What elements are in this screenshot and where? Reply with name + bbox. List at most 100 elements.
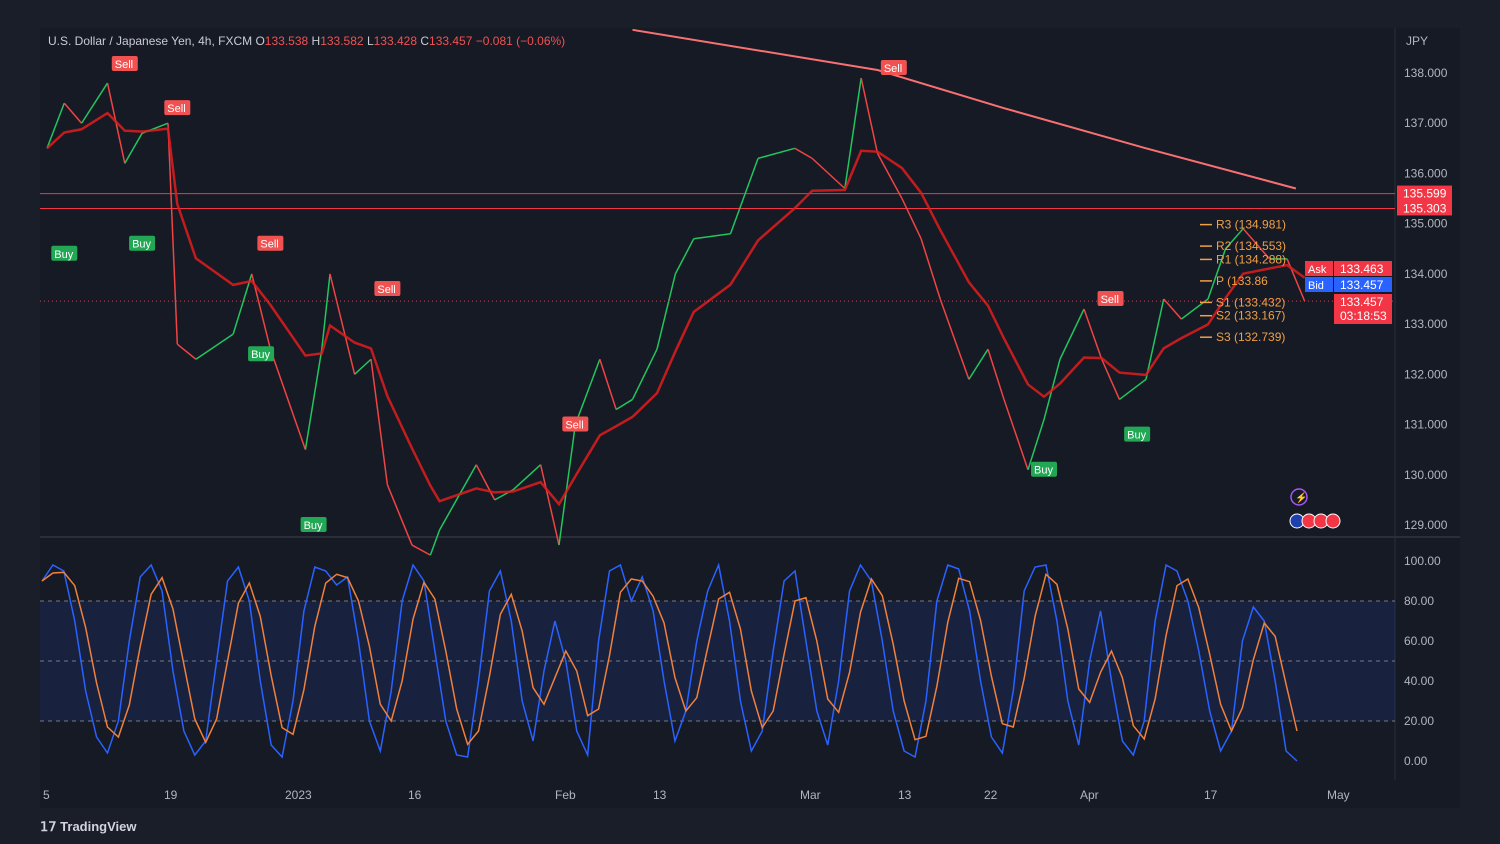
- price-tick-label: 131.000: [1404, 418, 1448, 432]
- price-segment: [844, 77, 862, 189]
- pivot-label: P (133.86: [1216, 274, 1268, 288]
- price-segment: [304, 349, 323, 450]
- bid-tag: [1305, 277, 1333, 292]
- open-value: 133.538: [264, 34, 309, 48]
- price-segment: [574, 358, 601, 425]
- date-tick-label: 16: [408, 788, 422, 802]
- pivot-label: R3 (134.981): [1216, 218, 1286, 232]
- sell-signal-label: Sell: [260, 239, 278, 251]
- price-segment: [176, 343, 197, 360]
- low-label: L: [366, 34, 374, 48]
- price-segment: [1207, 248, 1227, 300]
- buy-signal-label: Buy: [304, 520, 323, 532]
- price-segment: [860, 77, 879, 154]
- stoch-tick-label: 100.00: [1404, 554, 1441, 568]
- price-segment: [411, 544, 431, 556]
- high-value: 133.582: [320, 34, 364, 48]
- price-segment: [558, 424, 577, 546]
- high-label: H: [311, 34, 321, 48]
- price-segment: [729, 158, 759, 234]
- pivot-label: S2 (133.167): [1216, 309, 1285, 323]
- bid-price: 133.457: [1340, 278, 1384, 292]
- sell-signal-label: Sell: [1101, 294, 1119, 306]
- date-tick-label: 5: [43, 788, 50, 802]
- price-tick-label: 138.000: [1404, 66, 1448, 80]
- buy-signal-label: Buy: [1127, 430, 1146, 442]
- date-tick-label: May: [1327, 788, 1350, 802]
- ask-price-tag: [1334, 261, 1392, 276]
- close-value: 133.457: [429, 34, 473, 48]
- buy-signal-label: Buy: [1034, 465, 1053, 477]
- price-segment: [811, 157, 846, 190]
- symbol-title[interactable]: U.S. Dollar / Japanese Yen, 4h, FXCM: [48, 34, 253, 48]
- sell-signal-badge: [374, 280, 401, 296]
- sell-signal-label: Sell: [377, 284, 395, 296]
- price-segment: [475, 464, 496, 501]
- price-segment: [1145, 298, 1165, 380]
- sell-signal-badge: [1097, 290, 1124, 306]
- sell-signal-badge: [164, 100, 191, 116]
- stoch-d-line: [41, 571, 1298, 746]
- price-segment: [1027, 419, 1045, 470]
- buy-signal-badge: [1124, 426, 1151, 442]
- price-tick-label: 129.000: [1404, 518, 1448, 532]
- buy-signal-badge: [129, 235, 156, 251]
- price-segment: [901, 198, 922, 240]
- currency-label: JPY: [1406, 34, 1429, 48]
- price-segment: [757, 147, 796, 160]
- ask-label: Ask: [1308, 264, 1327, 276]
- price-segment: [46, 102, 65, 149]
- low-value: 133.428: [373, 34, 418, 48]
- price-segment: [232, 273, 253, 335]
- price-segment: [631, 348, 658, 400]
- buy-signal-badge: [51, 245, 78, 261]
- sell-signal-badge: [880, 59, 907, 75]
- stoch-tick-label: 60.00: [1404, 634, 1434, 648]
- price-segment: [1101, 358, 1121, 400]
- price-tick-label: 137.000: [1404, 116, 1448, 130]
- date-tick-label: 19: [164, 788, 178, 802]
- price-segment: [693, 232, 731, 240]
- level-price-tag: [1397, 185, 1452, 201]
- date-tick-label: 22: [984, 788, 998, 802]
- price-segment: [124, 132, 143, 164]
- price-segment: [80, 82, 109, 124]
- price-segment: [429, 529, 441, 556]
- price-segment: [63, 102, 83, 124]
- price-segment: [539, 464, 560, 546]
- price-tick-label: 136.000: [1404, 166, 1448, 180]
- price-segment: [1003, 399, 1029, 470]
- buy-signal-badge: [1031, 461, 1057, 477]
- sell-signal-label: Sell: [884, 63, 902, 75]
- price-segment: [329, 273, 356, 375]
- price-segment: [876, 152, 903, 199]
- bid-label: Bid: [1308, 280, 1324, 292]
- price-segment: [1118, 378, 1147, 401]
- price-tick-label: 134.000: [1404, 267, 1448, 281]
- date-tick-label: 17: [1204, 788, 1218, 802]
- buy-signal-badge: [248, 346, 275, 362]
- pivot-label: R2 (134.553): [1216, 239, 1286, 253]
- price-tick-label: 133.000: [1404, 317, 1448, 331]
- date-tick-label: 13: [898, 788, 912, 802]
- lightning-icon: [1290, 488, 1308, 506]
- tradingview-logo[interactable]: 𝟣𝟩 TradingView: [40, 819, 137, 835]
- price-segment: [939, 298, 970, 380]
- logo-icon: 𝟣𝟩: [40, 819, 61, 834]
- bar-countdown: 03:18:53: [1340, 309, 1387, 323]
- buy-signal-label: Buy: [132, 239, 151, 251]
- sell-signal-label: Sell: [565, 420, 583, 432]
- buy-signal-badge: [300, 516, 327, 532]
- ask-price: 133.463: [1340, 262, 1384, 276]
- last-price-tag: [1334, 294, 1392, 324]
- price-tick-label: 130.000: [1404, 468, 1448, 482]
- price-segment: [438, 464, 477, 531]
- price-segment: [512, 464, 542, 491]
- buy-signal-label: Buy: [54, 249, 73, 261]
- ema-line: [46, 111, 1306, 507]
- open-label: O: [255, 34, 265, 48]
- price-segment: [167, 123, 179, 345]
- pivot-label: S1 (133.432): [1216, 295, 1285, 309]
